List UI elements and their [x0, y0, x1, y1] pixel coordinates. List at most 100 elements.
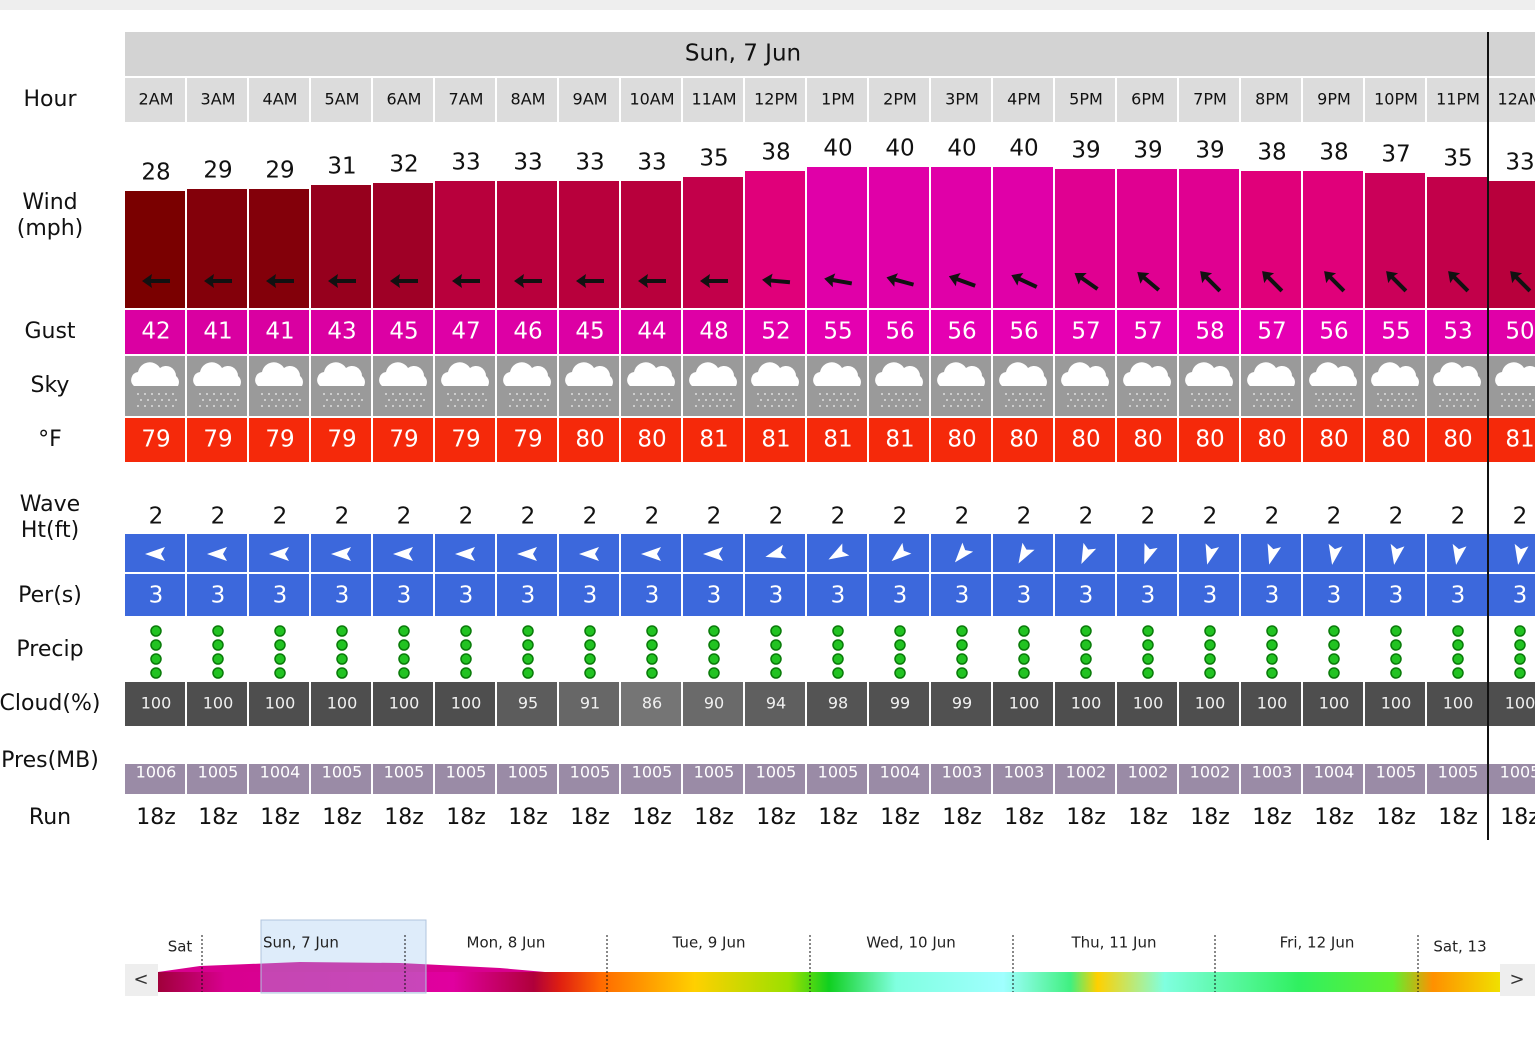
wave-value: 2: [955, 504, 970, 530]
precip-dot: [1390, 639, 1402, 651]
wind-arrow: [576, 274, 604, 288]
rain-dot: [909, 393, 911, 395]
rain-dot: [475, 405, 477, 407]
wave-arrow: [1267, 543, 1282, 565]
rain-dot: [1205, 405, 1207, 407]
temp-value: 79: [327, 427, 356, 453]
rain-dot: [1067, 405, 1069, 407]
rain-dot: [209, 399, 211, 401]
rain-dot: [220, 405, 222, 407]
rain-dot: [578, 405, 580, 407]
rain-dot: [671, 399, 673, 401]
rain-dot: [585, 405, 587, 407]
temp-value: 79: [513, 427, 542, 453]
precip-dot: [460, 667, 472, 679]
gust-value: 53: [1443, 319, 1472, 345]
rain-dot: [227, 405, 229, 407]
rain-dot: [1412, 405, 1414, 407]
wind-arrow-shape: [1074, 272, 1099, 291]
precip-dot: [770, 639, 782, 651]
run-value: 18z: [1500, 805, 1535, 830]
rain-dot: [1260, 405, 1262, 407]
wind-arrow-shape: [1200, 271, 1222, 293]
timeline-prev[interactable]: [125, 964, 158, 996]
hour-label: 5PM: [1069, 90, 1103, 109]
cloud-cell: [1117, 682, 1177, 726]
rain-dot: [392, 405, 394, 407]
temp-value: 80: [1257, 427, 1286, 453]
temp-cell: [807, 418, 867, 462]
precip-dot: [956, 653, 968, 665]
rain-dot: [1102, 405, 1104, 407]
wave-arrow: [455, 547, 475, 561]
timeline-day[interactable]: Sat: [168, 938, 193, 956]
precip-dot: [212, 653, 224, 665]
rain-dot: [344, 405, 346, 407]
pressure-cell: [1365, 764, 1425, 794]
period-cell: [807, 574, 867, 616]
rain-dot: [292, 399, 294, 401]
precip-dot: [708, 667, 720, 679]
cloud-cell: [1365, 682, 1425, 726]
hour-label: 8PM: [1255, 90, 1289, 109]
pressure-value: 1002: [1128, 763, 1169, 782]
timeline-day[interactable]: Sat, 13: [1433, 938, 1486, 956]
timeline-day[interactable]: Tue, 9 Jun: [672, 934, 746, 952]
timeline-prev-label[interactable]: <: [133, 969, 148, 990]
sky-icon: [1309, 362, 1357, 407]
rain-dot: [1164, 393, 1166, 395]
run-value: 18z: [570, 805, 610, 830]
rain-dot: [771, 393, 773, 395]
rain-dot: [1150, 405, 1152, 407]
timeline-day[interactable]: Thu, 11 Jun: [1070, 934, 1156, 952]
precip-dot: [522, 667, 534, 679]
rain-dot: [385, 393, 387, 395]
pressure-cell: [311, 764, 371, 794]
rain-dot: [643, 399, 645, 401]
cloud-value: 100: [265, 694, 296, 713]
rain-dot: [1277, 399, 1279, 401]
precip-dot: [150, 653, 162, 665]
pressure-value: 1005: [322, 763, 363, 782]
timeline-day[interactable]: Sun, 7 Jun: [263, 934, 339, 952]
period-value: 3: [1513, 583, 1528, 609]
run-value: 18z: [694, 805, 734, 830]
timeline-day[interactable]: Wed, 10 Jun: [866, 934, 956, 952]
wave-arrow: [703, 547, 723, 561]
wind-arrow: [948, 273, 976, 288]
rain-dot: [519, 399, 521, 401]
cloud-cell: [1179, 682, 1239, 726]
wind-value: 38: [761, 140, 790, 166]
rain-dot: [757, 405, 759, 407]
rain-dot: [633, 393, 635, 395]
wave-arrow: [891, 542, 912, 562]
precip-dot: [460, 653, 472, 665]
run-value: 18z: [1004, 805, 1044, 830]
wind-bar: [683, 177, 743, 308]
cloud-value: 86: [642, 694, 662, 713]
wave-value: 2: [273, 504, 288, 530]
cloud-shape: [1247, 362, 1295, 386]
gust-value: 47: [451, 319, 480, 345]
timeline-next-label[interactable]: >: [1509, 969, 1524, 990]
wave-arrow-shape: [1018, 542, 1035, 564]
hour-cell: [435, 78, 495, 122]
rain-dot: [206, 405, 208, 407]
pressure-value: 1005: [508, 763, 549, 782]
wind-arrow-shape: [142, 274, 170, 288]
timeline-next[interactable]: [1500, 964, 1535, 996]
gust-cell: [683, 310, 743, 354]
rain-dot: [606, 393, 608, 395]
timeline-day[interactable]: Mon, 8 Jun: [467, 934, 546, 952]
timeline-day[interactable]: Fri, 12 Jun: [1280, 934, 1355, 952]
rain-dot: [144, 405, 146, 407]
rain-dot: [599, 393, 601, 395]
cloud-value: 95: [518, 694, 538, 713]
rain-dot: [774, 399, 776, 401]
period-cell: [621, 574, 681, 616]
pressure-cell: [683, 764, 743, 794]
wind-arrow: [390, 274, 418, 288]
precip-dot: [1080, 639, 1092, 651]
wave-arrow: [393, 547, 413, 561]
rain-dot: [599, 405, 601, 407]
